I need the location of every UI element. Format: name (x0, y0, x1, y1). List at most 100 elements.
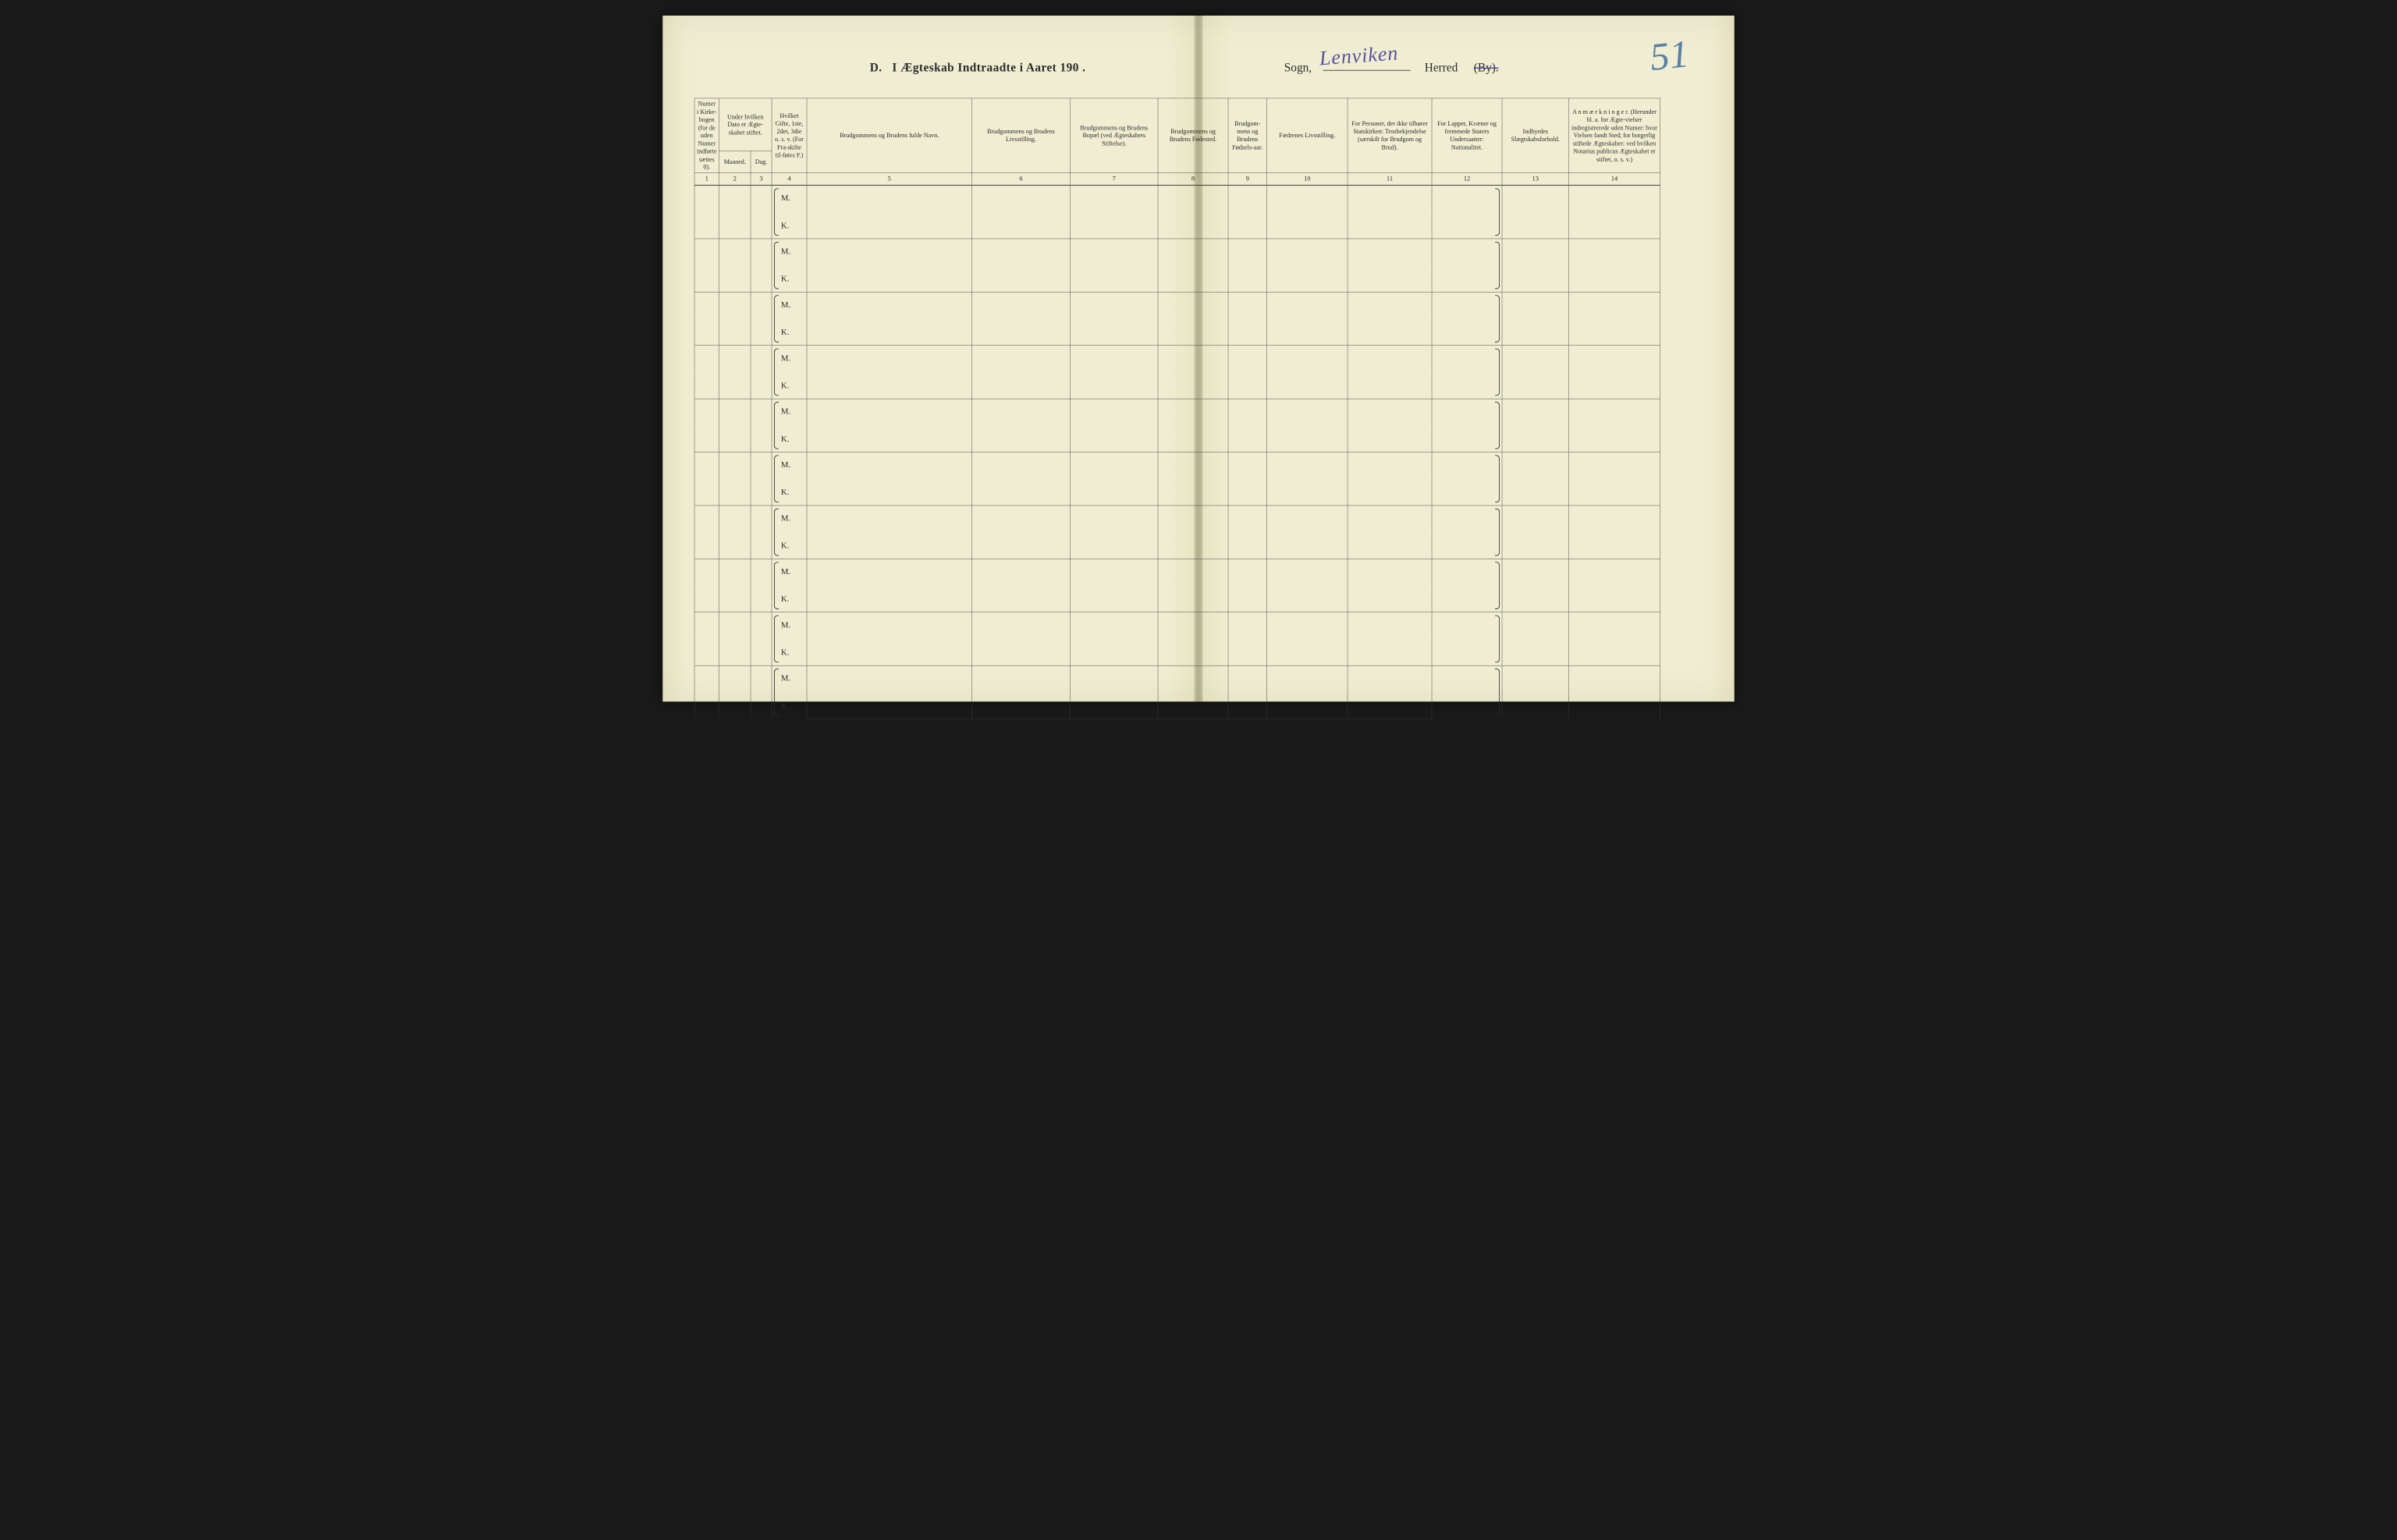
cell-col14 (1569, 559, 1660, 612)
cell-col5 (807, 239, 972, 265)
cell-col5 (807, 212, 972, 239)
cell-col10 (1267, 639, 1348, 665)
row-label-k: K. (781, 274, 790, 285)
row-label-k: K. (781, 701, 790, 711)
colnum-2: 2 (719, 172, 751, 185)
right-brace-icon (1495, 402, 1500, 449)
row-label-k: K. (781, 541, 790, 552)
cell-col1 (694, 239, 719, 292)
cell-col7 (1071, 665, 1159, 692)
cell-col3 (751, 185, 772, 238)
cell-col5 (807, 692, 972, 719)
row-label-m: M. (781, 566, 790, 577)
cell-col10 (1267, 318, 1348, 345)
cell-col1 (694, 292, 719, 345)
table-row: M.K. (694, 346, 1660, 372)
cell-col8 (1158, 559, 1228, 585)
right-brace-icon (1495, 509, 1500, 556)
col-header-7: Brudgommens og Brudens Bopæl (ved Ægtesk… (1071, 98, 1159, 172)
cell-col7 (1071, 185, 1159, 211)
col-subheader-3: Dag. (751, 151, 772, 172)
cell-col11 (1348, 292, 1432, 318)
row-label-m: M. (781, 513, 790, 524)
cell-col12 (1432, 292, 1502, 345)
cell-col12 (1432, 452, 1502, 505)
cell-col11 (1348, 346, 1432, 372)
cell-col9 (1228, 665, 1267, 692)
cell-col13 (1502, 452, 1569, 505)
right-brace-icon (1495, 188, 1500, 236)
col-header-11: For Personer, der ikke tilhører Statskir… (1348, 98, 1432, 172)
cell-col3 (751, 612, 772, 665)
left-brace-icon (774, 455, 779, 502)
herred-label: Herred (1425, 62, 1458, 75)
table-body: M.K.M.K.M.K.M.K.M.K.M.K.M.K.M.K.M.K.M.K. (694, 185, 1660, 719)
cell-col10 (1267, 532, 1348, 559)
row-label-m: M. (781, 300, 790, 310)
cell-col6 (972, 479, 1071, 506)
colnum-3: 3 (751, 172, 772, 185)
cell-col6 (972, 399, 1071, 425)
cell-col2 (719, 506, 751, 559)
cell-col4-brace: M.K. (772, 665, 807, 719)
cell-col7 (1071, 559, 1159, 585)
cell-col10 (1267, 239, 1348, 265)
cell-col7 (1071, 612, 1159, 639)
cell-col8 (1158, 452, 1228, 478)
cell-col7 (1071, 372, 1159, 399)
table-row: M.K. (694, 292, 1660, 318)
cell-col13 (1502, 399, 1569, 452)
cell-col11 (1348, 612, 1432, 639)
left-brace-icon (774, 188, 779, 236)
cell-col1 (694, 665, 719, 719)
cell-col6 (972, 665, 1071, 692)
colnum-13: 13 (1502, 172, 1569, 185)
cell-col11 (1348, 185, 1432, 211)
heading-suffix: . (1082, 62, 1085, 75)
cell-col9 (1228, 506, 1267, 532)
cell-col11 (1348, 318, 1432, 345)
cell-col6 (972, 559, 1071, 585)
cell-col4-brace: M.K. (772, 559, 807, 612)
col-header-4: Hvilket Gifte, 1ste, 2det, 3die o. s. v.… (772, 98, 807, 172)
right-brace-icon (1495, 242, 1500, 289)
cell-col11 (1348, 585, 1432, 612)
cell-col11 (1348, 399, 1432, 425)
cell-col12 (1432, 346, 1502, 399)
colnum-1: 1 (694, 172, 719, 185)
section-letter: D. (870, 62, 882, 75)
cell-col6 (972, 425, 1071, 452)
colnum-10: 10 (1267, 172, 1348, 185)
cell-col1 (694, 399, 719, 452)
col-header-14: A n m æ r k n i n g e r. (Herunder bl. a… (1569, 98, 1660, 172)
cell-col4-brace: M.K. (772, 239, 807, 292)
cell-col9 (1228, 425, 1267, 452)
cell-col9 (1228, 346, 1267, 372)
sogn-label: Sogn, (1284, 62, 1312, 75)
cell-col10 (1267, 425, 1348, 452)
cell-col5 (807, 532, 972, 559)
cell-col10 (1267, 372, 1348, 399)
col-header-2-3: Under hvilken Dato er Ægte-skabet stifte… (719, 98, 772, 151)
page-number-handwritten: 51 (1648, 31, 1691, 80)
cell-col5 (807, 425, 972, 452)
cell-col14 (1569, 665, 1660, 719)
table-row: M.K. (694, 506, 1660, 532)
cell-col5 (807, 452, 972, 478)
cell-col10 (1267, 399, 1348, 425)
col-header-8: Brudgommens og Brudens Fødested. (1158, 98, 1228, 172)
cell-col13 (1502, 346, 1569, 399)
col-header-5: Brudgommens og Brudens fulde Navn. (807, 98, 972, 172)
table-header: Numer i Kirke-bogen (for de uden Numer i… (694, 98, 1660, 185)
cell-col2 (719, 346, 751, 399)
cell-col5 (807, 346, 972, 372)
left-brace-icon (774, 295, 779, 342)
cell-col7 (1071, 265, 1159, 292)
cell-col8 (1158, 239, 1228, 265)
cell-col11 (1348, 479, 1432, 506)
cell-col3 (751, 239, 772, 292)
cell-col13 (1502, 665, 1569, 719)
cell-col6 (972, 185, 1071, 211)
cell-col6 (972, 452, 1071, 478)
by-struck: (By). (1474, 62, 1499, 75)
